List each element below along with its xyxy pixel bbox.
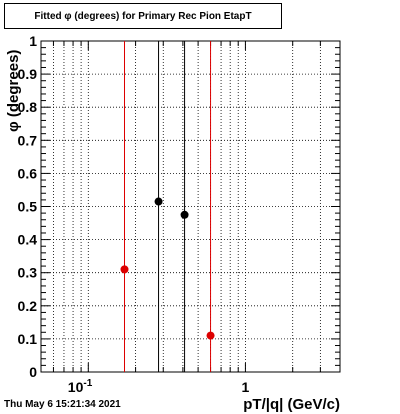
chart-title: Fitted φ (degrees) for Primary Rec Pion …	[34, 11, 252, 22]
plot-frame	[40, 40, 341, 373]
data-marks	[120, 41, 215, 372]
y-tick-label: 0	[29, 364, 37, 380]
y-tick-labels: 0 0.1 0.2 0.3 0.4 0.5 0.6 0.7 0.8 0.9 1	[18, 33, 38, 380]
y-tick-label: 1	[29, 33, 37, 49]
data-point	[206, 331, 215, 340]
axis-ticks	[40, 40, 341, 373]
data-point	[180, 210, 189, 219]
y-tick-label: 0.3	[18, 265, 38, 281]
grid-lines	[40, 41, 341, 372]
y-tick-label: 0.1	[18, 331, 38, 347]
y-tick-label: 0.9	[18, 66, 38, 82]
y-tick-label: 0.6	[18, 165, 38, 181]
y-tick-label: 0.4	[18, 232, 38, 248]
x-axis-label: pT/|q| (GeV/c)	[243, 396, 340, 413]
y-tick-label: 0.8	[18, 99, 38, 115]
y-tick-label: 0.5	[18, 199, 38, 215]
timestamp-footer: Thu May 6 15:21:34 2021	[4, 399, 121, 410]
y-axis-label: φ (degrees)	[5, 49, 22, 132]
data-point	[120, 265, 129, 274]
data-point	[154, 197, 163, 206]
y-tick-label: 0.7	[18, 132, 38, 148]
x-tick-label: 1	[242, 379, 250, 395]
x-tick-labels: 10-1 1	[68, 378, 250, 395]
y-tick-label: 0.2	[18, 298, 38, 314]
title-box: Fitted φ (degrees) for Primary Rec Pion …	[4, 3, 282, 29]
x-tick-label: 10-1	[68, 378, 93, 395]
